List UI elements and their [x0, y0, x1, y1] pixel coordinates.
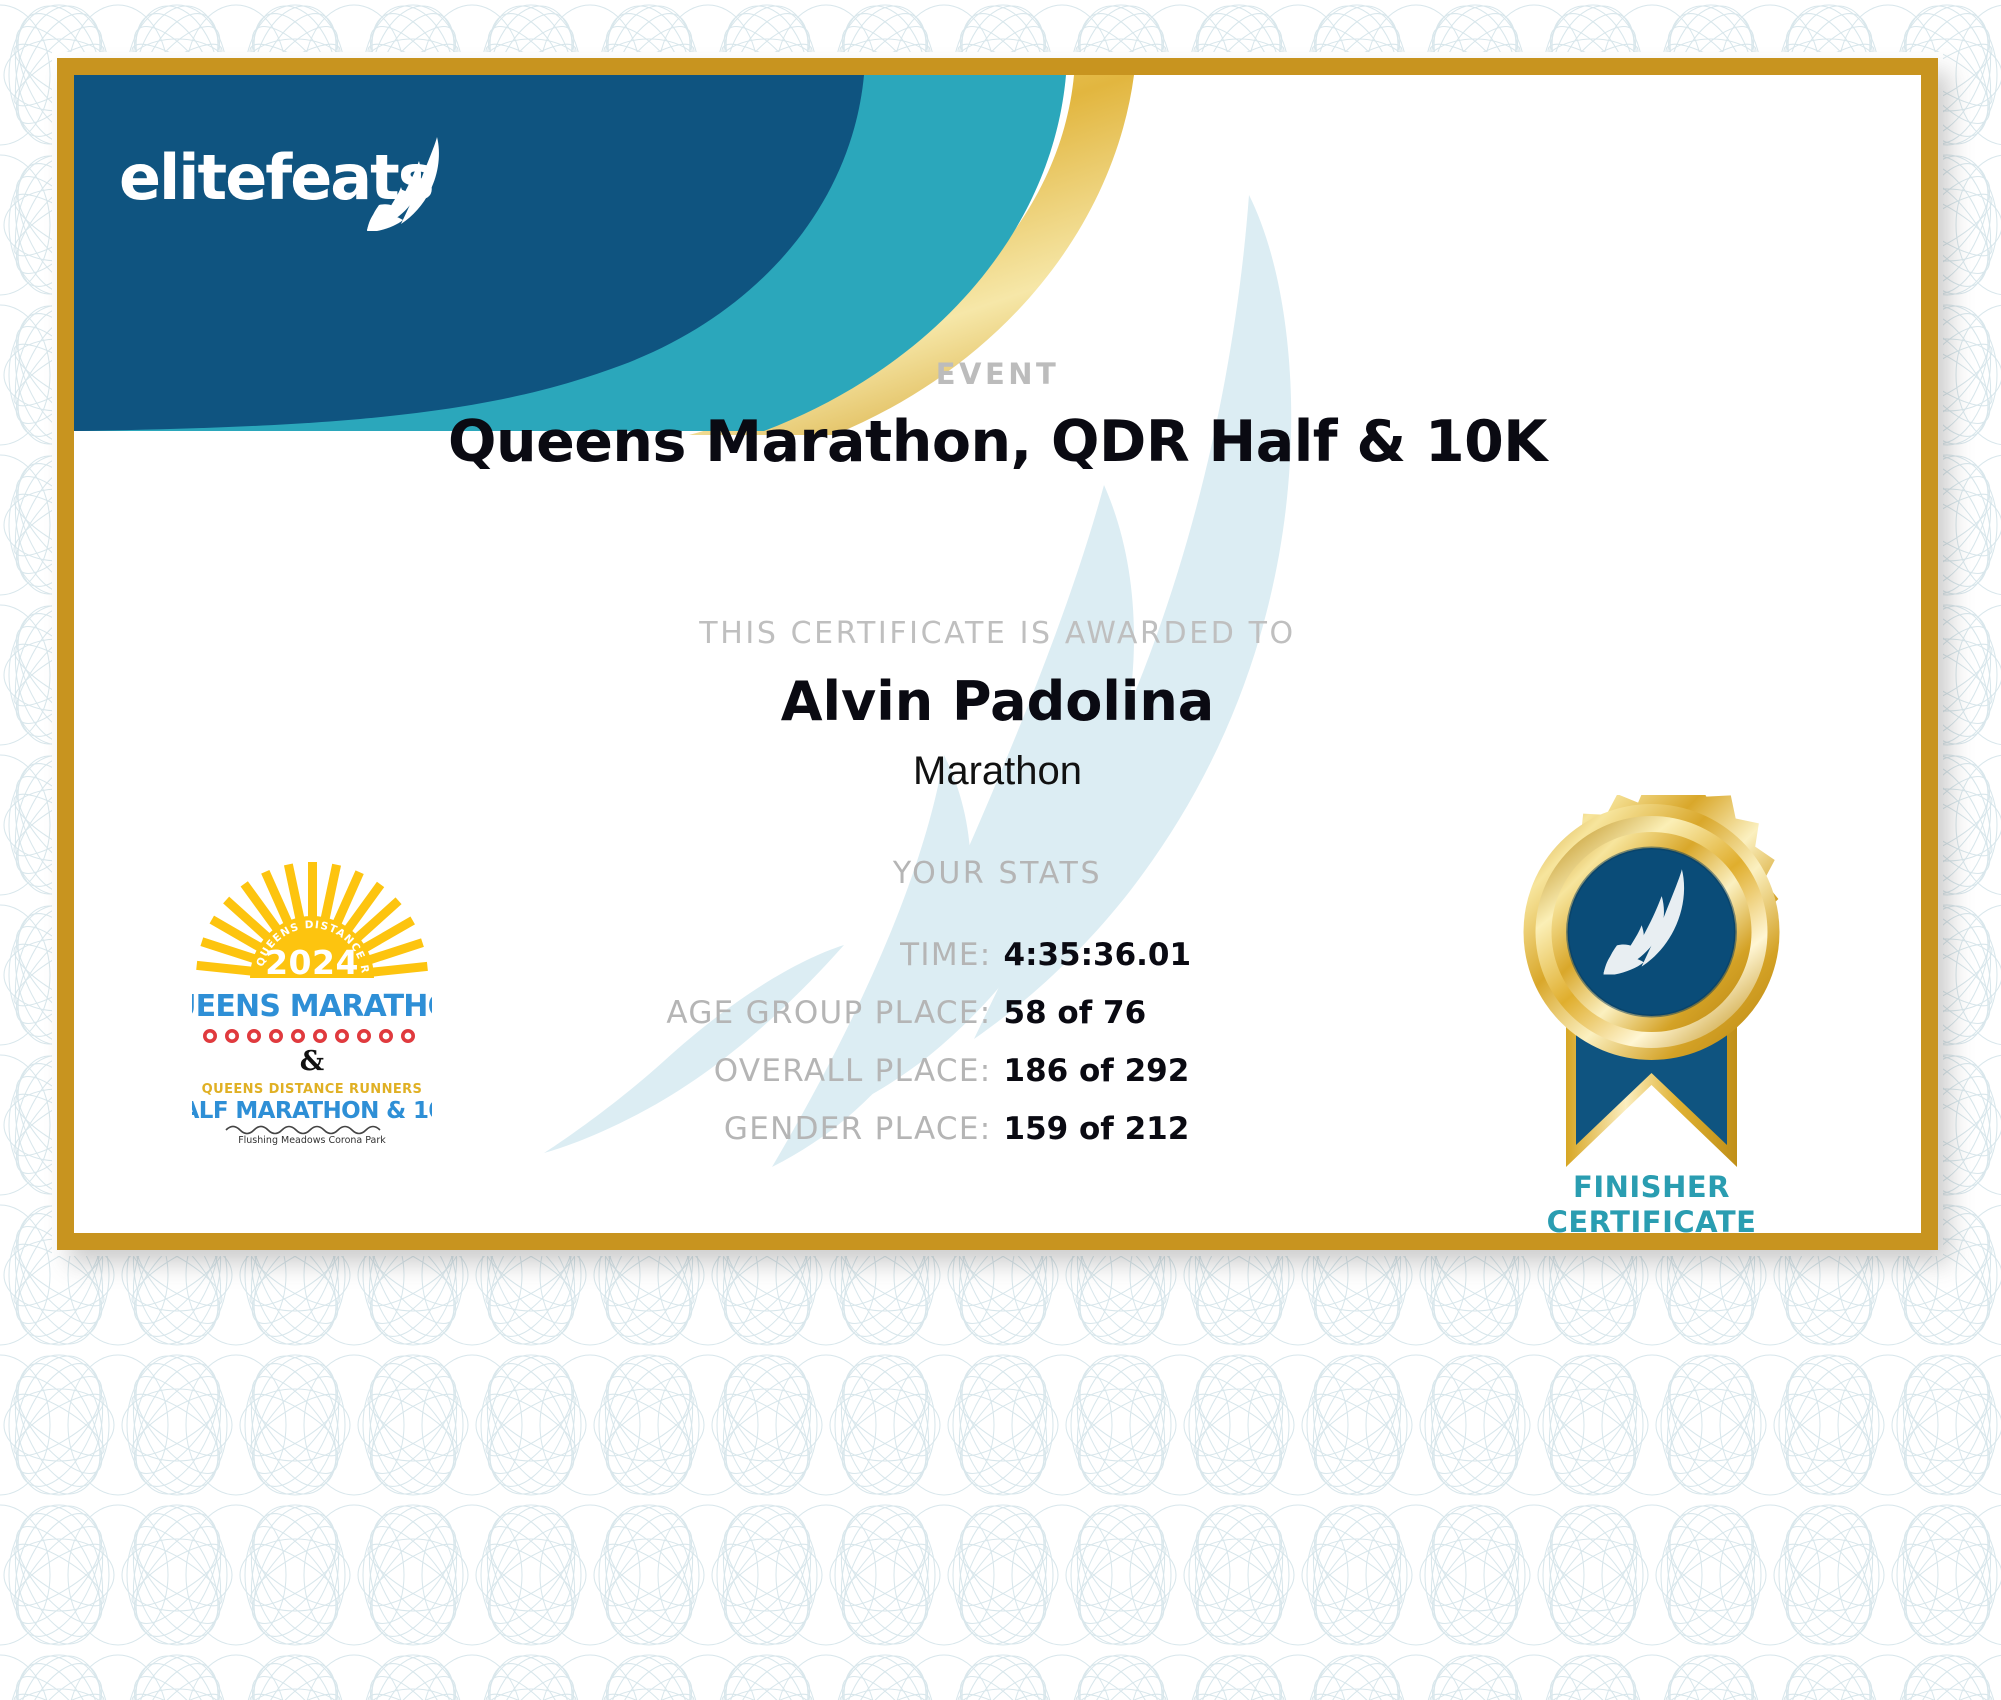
finisher-certificate-caption: FINISHER CERTIFICATE — [1474, 1170, 1829, 1233]
event-logo-venue: Flushing Meadows Corona Park — [238, 1135, 386, 1145]
event-logo-qdr-line: QUEENS DISTANCE RUNNERS — [202, 1082, 423, 1097]
winged-foot-icon — [1603, 869, 1685, 975]
stat-value-time: 4:35:36.01 — [1003, 937, 1192, 973]
event-logo-dot-row — [203, 1029, 416, 1044]
awarded-to-label: THIS CERTIFICATE IS AWARDED TO — [699, 616, 1296, 651]
sunburst-rays — [196, 862, 428, 978]
winged-foot-icon — [367, 137, 439, 231]
gold-border-frame: elitefeats EVENT Queens Marathon, QDR Ha… — [57, 58, 1938, 1250]
queens-marathon-event-logo: QUEENS DISTANCE RUNNERS 2024 QUEENS MARA… — [192, 850, 432, 1145]
stat-label-age-group-place: AGE GROUP PLACE: — [666, 995, 992, 1031]
finisher-medal: 2024 — [1523, 795, 1780, 1167]
stat-label-overall-place: OVERALL PLACE: — [713, 1053, 992, 1089]
stat-value-gender-place: 159 of 212 — [1003, 1111, 1190, 1147]
event-logo-line1: QUEENS MARATHON — [192, 989, 432, 1024]
stat-row-age-group-place: AGE GROUP PLACE: 58 of 76 — [74, 995, 1921, 1053]
event-logo-year: 2024 — [265, 943, 359, 982]
event-logo-line3: HALF MARATHON & 10K — [192, 1098, 432, 1124]
stat-row-overall-place: OVERALL PLACE: 186 of 292 — [74, 1053, 1921, 1111]
header-banner-art — [74, 75, 1134, 435]
stat-row-time: TIME: 4:35:36.01 — [74, 937, 1921, 995]
event-title: Queens Marathon, QDR Half & 10K — [448, 409, 1547, 475]
elitefeats-logo: elitefeats — [119, 133, 479, 243]
finisher-caption-line1: FINISHER — [1573, 1170, 1730, 1204]
stat-row-gender-place: GENDER PLACE: 159 of 212 — [74, 1111, 1921, 1169]
certificate-body: elitefeats EVENT Queens Marathon, QDR Ha… — [74, 75, 1921, 1233]
stats-table: TIME: 4:35:36.01 AGE GROUP PLACE: 58 of … — [74, 937, 1921, 1169]
event-logo-ampersand: & — [300, 1046, 324, 1077]
recipient-event-distance: Marathon — [913, 749, 1082, 793]
stat-label-gender-place: GENDER PLACE: — [723, 1111, 992, 1147]
recipient-name: Alvin Padolina — [780, 670, 1215, 733]
stat-value-overall-place: 186 of 292 — [1003, 1053, 1190, 1089]
event-logo-wave-divider — [225, 1125, 381, 1135]
your-stats-label: YOUR STATS — [892, 856, 1103, 891]
event-label: EVENT — [935, 357, 1060, 391]
elitefeats-wordmark: elitefeats — [119, 141, 435, 214]
stat-label-time: TIME: — [900, 937, 992, 973]
finisher-caption-line2: CERTIFICATE — [1546, 1204, 1757, 1233]
stat-value-age-group-place: 58 of 76 — [1003, 995, 1147, 1031]
